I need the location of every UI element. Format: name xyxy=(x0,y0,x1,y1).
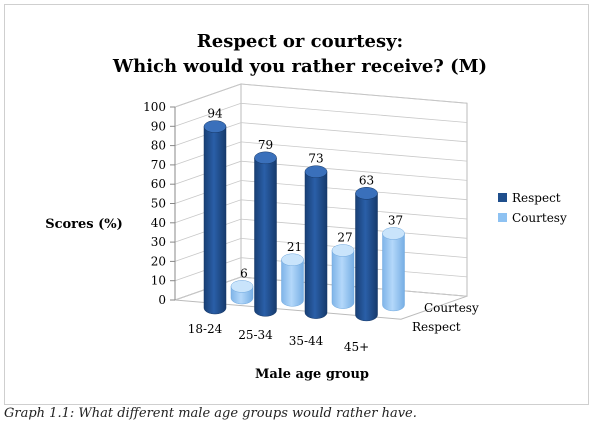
y-axis-label: Scores (%) xyxy=(45,217,123,232)
legend-swatch-courtesy xyxy=(498,213,507,222)
gridline xyxy=(174,160,468,185)
gridline xyxy=(174,83,468,108)
bar-respect-35-44 xyxy=(304,165,328,319)
legend: Respect Courtesy xyxy=(498,191,567,225)
data-label-respect: 94 xyxy=(207,107,223,121)
bar-top xyxy=(304,165,328,178)
x-tick-label: 18-24 xyxy=(188,322,223,336)
depth-label-courtesy: Courtesy xyxy=(424,301,479,315)
bar-respect-45+ xyxy=(355,187,378,322)
y-tick-label: 20 xyxy=(151,254,166,268)
bar-body xyxy=(355,193,378,322)
legend-label-respect: Respect xyxy=(512,191,561,205)
gridline xyxy=(174,122,468,146)
data-label-courtesy: 27 xyxy=(337,230,352,244)
x-tick-label: 35-44 xyxy=(289,334,324,348)
bar-body xyxy=(331,250,355,309)
gridline xyxy=(174,180,468,204)
bar-top xyxy=(355,187,378,200)
figure-caption: Graph 1.1: What different male age group… xyxy=(4,406,417,421)
y-tick-label: 30 xyxy=(151,235,166,249)
bar-top xyxy=(382,227,405,240)
bar-courtesy-35-44 xyxy=(331,244,355,309)
y-tick-label: 40 xyxy=(151,216,166,230)
data-label-courtesy: 6 xyxy=(240,266,248,280)
bars: 6 21 27 37 94 79 73 63 xyxy=(203,107,405,322)
data-label-respect: 73 xyxy=(308,152,323,166)
bar-top xyxy=(230,280,254,293)
x-tick-label: 25-34 xyxy=(238,328,273,342)
bar-body xyxy=(382,233,405,312)
chart-title-line-1: Respect or courtesy: xyxy=(197,31,403,52)
bar-top xyxy=(254,151,277,165)
bar-courtesy-18-24 xyxy=(230,280,254,305)
bar-body xyxy=(254,157,277,317)
bar-body xyxy=(304,171,328,319)
legend-label-courtesy: Courtesy xyxy=(512,211,567,225)
legend-swatch-respect xyxy=(498,193,507,202)
y-tick-label: 80 xyxy=(151,139,166,153)
data-label-respect: 79 xyxy=(258,138,273,152)
chart-title-line-2: Which would you rather receive? (M) xyxy=(112,56,487,77)
y-tick-label: 50 xyxy=(151,197,166,211)
bar-top xyxy=(331,244,355,257)
depth-label-respect: Respect xyxy=(412,320,461,334)
bar-body xyxy=(203,126,227,315)
y-tick-label: 60 xyxy=(151,177,166,191)
bar-top xyxy=(281,253,304,267)
y-tick-label: 70 xyxy=(151,158,166,172)
chart-svg: 0 10 20 30 40 50 60 70 80 90 100 6 21 27 37 94 79 73 63 1… xyxy=(45,31,567,382)
gridline xyxy=(174,141,468,166)
bar-body xyxy=(281,259,304,307)
data-label-courtesy: 37 xyxy=(388,213,403,227)
x-axis: 18-24 25-34 35-44 45+ xyxy=(188,322,369,354)
bar-respect-18-24 xyxy=(203,120,227,315)
bar-respect-25-34 xyxy=(254,151,277,317)
bar-top xyxy=(203,120,227,133)
x-tick-label: 45+ xyxy=(344,340,369,354)
data-label-respect: 63 xyxy=(359,173,374,187)
gridline xyxy=(174,199,468,224)
x-axis-label: Male age group xyxy=(255,367,369,382)
gridline xyxy=(174,102,468,127)
bar-courtesy-25-34 xyxy=(281,253,304,307)
y-tick-label: 90 xyxy=(151,119,166,133)
data-label-courtesy: 21 xyxy=(287,240,302,254)
y-tick-label: 0 xyxy=(158,293,166,307)
y-axis: 0 10 20 30 40 50 60 70 80 90 100 xyxy=(143,100,176,307)
y-tick-label: 10 xyxy=(151,274,166,288)
bar-courtesy-45+ xyxy=(382,227,405,312)
y-tick-label: 100 xyxy=(143,100,166,114)
